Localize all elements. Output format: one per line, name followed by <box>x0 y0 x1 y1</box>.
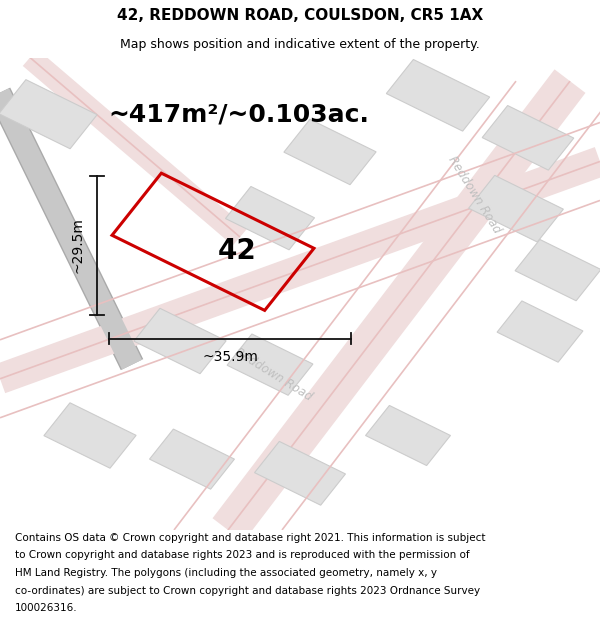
Polygon shape <box>515 239 600 301</box>
Polygon shape <box>227 334 313 395</box>
Polygon shape <box>254 441 346 505</box>
Text: 42, REDDOWN ROAD, COULSDON, CR5 1AX: 42, REDDOWN ROAD, COULSDON, CR5 1AX <box>117 8 483 23</box>
Text: 100026316.: 100026316. <box>15 603 77 613</box>
Polygon shape <box>226 186 314 250</box>
Polygon shape <box>497 301 583 362</box>
Polygon shape <box>469 176 563 242</box>
Polygon shape <box>482 106 574 170</box>
Polygon shape <box>284 119 376 185</box>
Polygon shape <box>44 402 136 468</box>
Text: Reddown Road: Reddown Road <box>232 345 314 403</box>
Text: co-ordinates) are subject to Crown copyright and database rights 2023 Ordnance S: co-ordinates) are subject to Crown copyr… <box>15 586 480 596</box>
Polygon shape <box>386 59 490 131</box>
Text: Map shows position and indicative extent of the property.: Map shows position and indicative extent… <box>120 38 480 51</box>
Text: HM Land Registry. The polygons (including the associated geometry, namely x, y: HM Land Registry. The polygons (includin… <box>15 568 437 578</box>
Polygon shape <box>134 308 226 374</box>
Text: 42: 42 <box>218 238 256 265</box>
Polygon shape <box>365 406 451 466</box>
Text: ~29.5m: ~29.5m <box>70 217 84 273</box>
Text: ~35.9m: ~35.9m <box>202 351 258 364</box>
Text: Reddown Road: Reddown Road <box>445 154 503 236</box>
Polygon shape <box>149 429 235 489</box>
Polygon shape <box>0 79 97 149</box>
Text: to Crown copyright and database rights 2023 and is reproduced with the permissio: to Crown copyright and database rights 2… <box>15 551 470 561</box>
Text: Contains OS data © Crown copyright and database right 2021. This information is : Contains OS data © Crown copyright and d… <box>15 533 485 543</box>
Text: ~417m²/~0.103ac.: ~417m²/~0.103ac. <box>108 102 369 126</box>
